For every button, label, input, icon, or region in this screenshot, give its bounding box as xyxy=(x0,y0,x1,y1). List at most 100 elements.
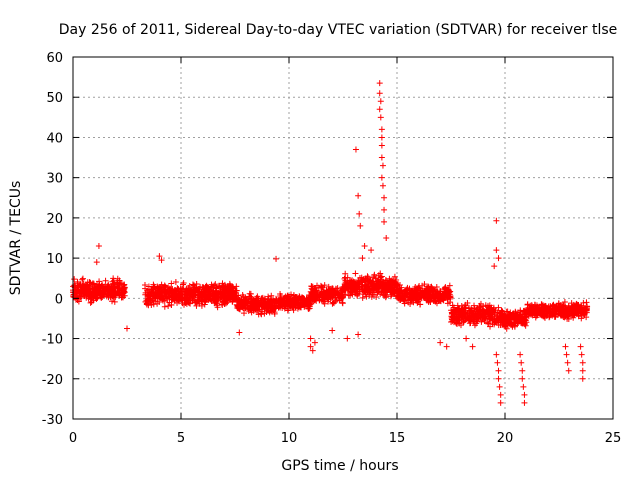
data-point xyxy=(247,290,254,297)
data-point xyxy=(255,303,262,310)
outlier-point xyxy=(273,255,280,262)
data-point xyxy=(359,277,366,284)
data-point xyxy=(235,304,242,311)
data-point xyxy=(271,309,278,316)
data-point xyxy=(237,299,244,306)
data-point xyxy=(225,291,232,298)
outlier-point xyxy=(378,134,385,141)
data-point xyxy=(268,304,275,311)
x-tick-label: 15 xyxy=(389,431,406,446)
outlier-point xyxy=(377,98,384,105)
data-point xyxy=(349,282,356,289)
data-point xyxy=(118,294,125,301)
data-point xyxy=(473,306,480,313)
data-point xyxy=(192,288,199,295)
data-point xyxy=(74,280,81,287)
data-point xyxy=(156,293,163,300)
data-point xyxy=(371,287,378,294)
data-point xyxy=(498,314,505,321)
x-tick-label: 25 xyxy=(605,431,622,446)
outlier-point xyxy=(307,343,314,350)
y-tick-label: 40 xyxy=(46,131,63,146)
data-point xyxy=(495,318,502,325)
data-point xyxy=(309,286,316,293)
data-point xyxy=(169,294,176,301)
outlier-point xyxy=(519,367,526,374)
x-axis-label: GPS time / hours xyxy=(281,458,398,474)
data-point xyxy=(413,292,420,299)
data-point xyxy=(214,297,221,304)
outlier-point xyxy=(124,325,130,332)
data-point xyxy=(329,285,336,292)
data-point xyxy=(258,299,265,306)
data-point xyxy=(415,284,422,291)
data-point xyxy=(98,294,105,301)
data-point xyxy=(307,300,314,307)
data-point xyxy=(396,289,403,296)
data-point xyxy=(171,297,178,304)
data-point xyxy=(419,290,426,297)
outlier-point xyxy=(562,343,569,350)
data-point xyxy=(461,310,468,317)
data-point xyxy=(110,277,117,284)
data-point xyxy=(109,298,116,305)
data-point xyxy=(471,322,478,329)
data-point xyxy=(432,297,439,304)
data-point xyxy=(99,292,106,299)
data-point xyxy=(504,308,511,315)
outlier-point xyxy=(379,162,386,169)
data-point xyxy=(252,300,259,307)
data-point xyxy=(447,295,454,302)
data-point xyxy=(224,283,231,290)
outlier-point xyxy=(496,383,503,390)
grid xyxy=(73,57,613,419)
data-point xyxy=(165,302,172,309)
data-point xyxy=(185,288,192,295)
y-tick-label: -10 xyxy=(42,333,63,348)
data-point xyxy=(407,300,414,307)
outlier-point xyxy=(381,194,388,201)
data-point xyxy=(233,287,240,294)
data-point xyxy=(178,294,185,301)
data-point xyxy=(557,301,564,308)
data-point xyxy=(196,292,203,299)
data-point xyxy=(203,293,210,300)
outlier-point xyxy=(376,90,383,97)
data-point xyxy=(221,300,228,307)
data-point xyxy=(336,292,343,299)
data-point xyxy=(276,299,283,306)
data-point xyxy=(525,305,532,312)
data-point xyxy=(264,297,271,304)
outlier-point xyxy=(329,327,336,334)
data-point xyxy=(81,284,88,291)
data-point xyxy=(179,281,186,288)
outlier-point xyxy=(376,80,383,87)
data-point xyxy=(244,304,251,311)
outlier-points xyxy=(93,80,586,406)
data-point xyxy=(374,289,381,296)
data-point xyxy=(145,286,152,293)
data-point xyxy=(474,310,481,317)
data-point xyxy=(209,293,216,300)
outlier-point xyxy=(517,351,524,358)
data-point xyxy=(294,305,301,312)
data-point xyxy=(240,300,247,307)
data-point xyxy=(486,302,493,309)
data-point xyxy=(114,280,121,287)
data-point xyxy=(455,305,462,312)
data-point xyxy=(457,308,464,315)
data-point xyxy=(212,281,219,288)
data-point xyxy=(146,292,153,299)
outlier-point xyxy=(361,243,368,250)
outlier-point xyxy=(377,114,384,121)
data-point xyxy=(532,301,539,308)
data-point xyxy=(574,305,581,312)
outlier-point xyxy=(383,235,390,241)
data-point xyxy=(529,306,536,313)
data-point xyxy=(96,278,103,285)
data-point xyxy=(79,275,86,282)
outlier-point xyxy=(95,243,102,250)
data-point xyxy=(170,288,177,295)
data-point xyxy=(540,310,547,317)
data-point xyxy=(326,286,333,293)
